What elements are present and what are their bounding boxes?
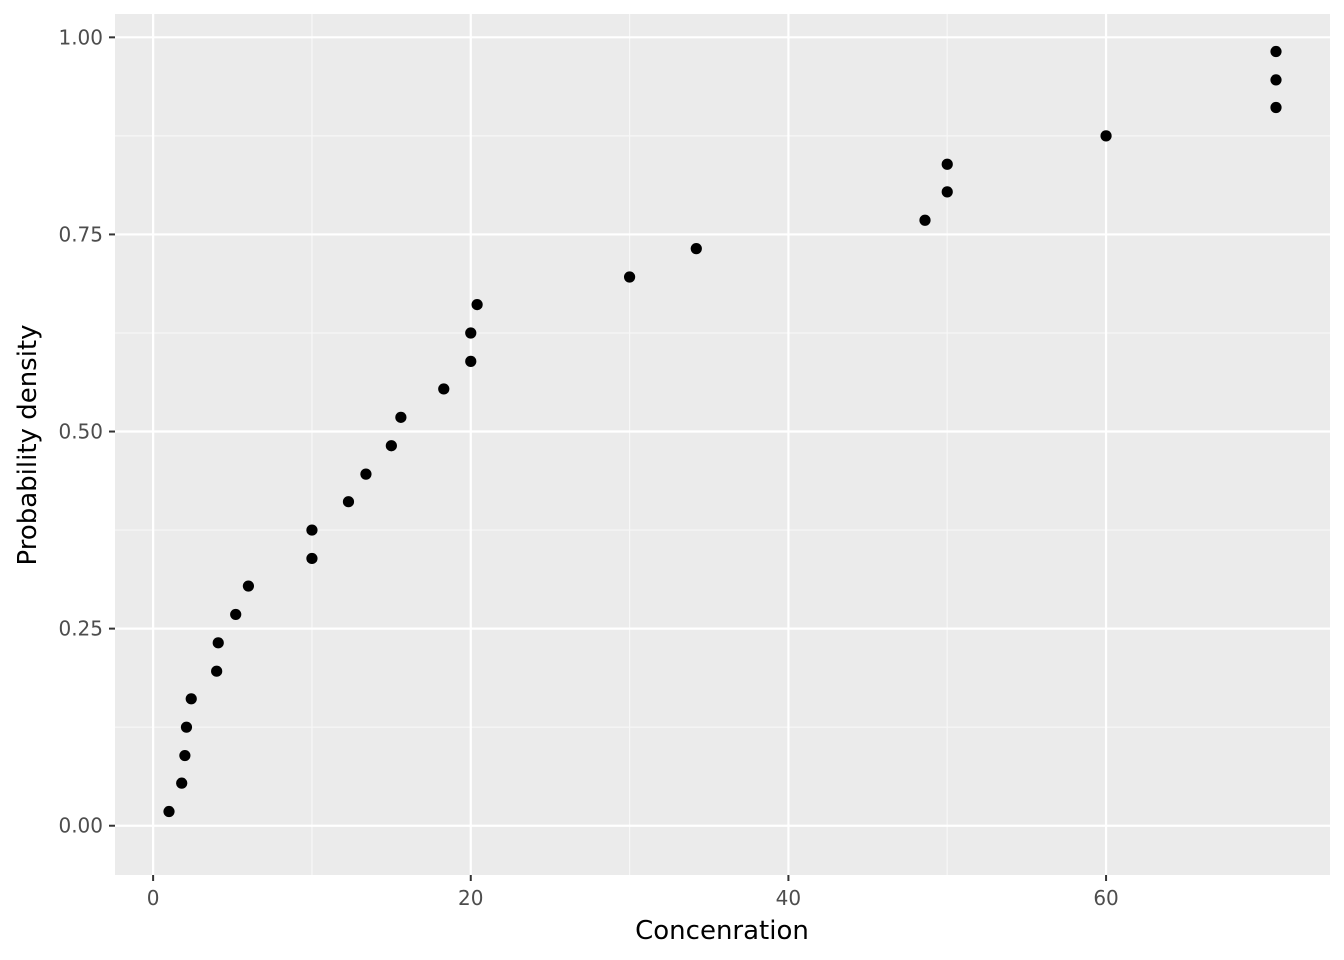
data-point <box>1270 74 1282 86</box>
data-point <box>163 805 175 818</box>
x-axis-title: Concenration <box>635 916 809 946</box>
data-point <box>306 552 318 565</box>
panel-background <box>115 14 1330 875</box>
data-point <box>180 721 193 733</box>
major-gridlines <box>115 14 1330 875</box>
y-axis: 0.00 0.25 0.50 0.75 1.00 <box>58 25 115 838</box>
data-point <box>1100 130 1112 142</box>
data-point <box>465 327 477 339</box>
data-point <box>242 580 255 592</box>
data-point <box>465 355 477 367</box>
data-point <box>623 271 636 283</box>
x-tick-label: 0 <box>147 886 160 910</box>
data-point <box>185 693 197 705</box>
y-tick-label: 0.75 <box>58 222 103 246</box>
y-tick-label: 0.50 <box>58 420 103 444</box>
x-tick-label: 20 <box>458 886 483 910</box>
data-point <box>1270 45 1282 58</box>
data-point <box>941 186 953 198</box>
data-point <box>395 411 407 423</box>
data-point <box>211 665 223 677</box>
data-point <box>212 637 224 649</box>
data-point <box>471 299 483 311</box>
data-points <box>163 45 1282 818</box>
data-point <box>385 440 397 452</box>
data-point <box>342 496 355 508</box>
data-point <box>230 608 242 621</box>
data-point <box>1270 101 1282 114</box>
x-tick-label: 60 <box>1093 886 1118 910</box>
x-tick-label: 40 <box>776 886 801 910</box>
data-point <box>306 524 318 536</box>
data-point <box>690 243 702 255</box>
y-axis-title: Probability density <box>13 324 43 565</box>
y-tick-label: 0.25 <box>58 617 103 641</box>
data-point <box>176 777 188 789</box>
y-tick-label: 1.00 <box>58 25 103 49</box>
data-point <box>919 214 931 226</box>
y-tick-label: 0.00 <box>58 814 103 838</box>
data-point <box>360 468 372 480</box>
data-point <box>438 383 450 395</box>
data-point <box>941 158 953 170</box>
x-axis: 0 20 40 60 <box>147 875 1119 910</box>
data-point <box>179 749 191 762</box>
